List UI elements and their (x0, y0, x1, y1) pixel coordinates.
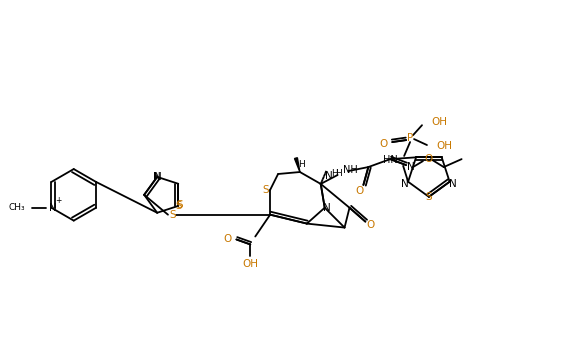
Text: S: S (176, 200, 182, 210)
Text: OH: OH (436, 141, 452, 151)
Text: HN: HN (384, 155, 398, 165)
Text: S: S (262, 185, 268, 195)
Text: NH: NH (343, 165, 357, 175)
Text: N: N (48, 203, 57, 213)
Text: O: O (425, 154, 433, 164)
Text: CH₃: CH₃ (9, 203, 25, 212)
Text: N: N (153, 172, 161, 182)
Text: N: N (323, 203, 331, 213)
Text: H: H (331, 168, 338, 177)
Text: O: O (355, 186, 364, 196)
Text: OH: OH (242, 259, 258, 269)
Text: N: N (407, 162, 415, 172)
Text: N: N (401, 179, 409, 189)
Text: N: N (449, 179, 456, 189)
Text: O: O (366, 220, 374, 230)
Text: OH: OH (431, 117, 447, 127)
Text: O: O (379, 139, 387, 149)
Text: N: N (325, 171, 332, 181)
Text: +: + (55, 196, 62, 205)
Text: S: S (426, 192, 432, 202)
Text: O: O (223, 235, 231, 245)
Text: H: H (298, 160, 305, 168)
Text: N: N (154, 172, 162, 182)
Text: P: P (407, 133, 413, 143)
Text: H: H (335, 169, 342, 179)
Text: S: S (175, 201, 182, 211)
Polygon shape (294, 158, 300, 172)
Text: S: S (170, 210, 176, 220)
